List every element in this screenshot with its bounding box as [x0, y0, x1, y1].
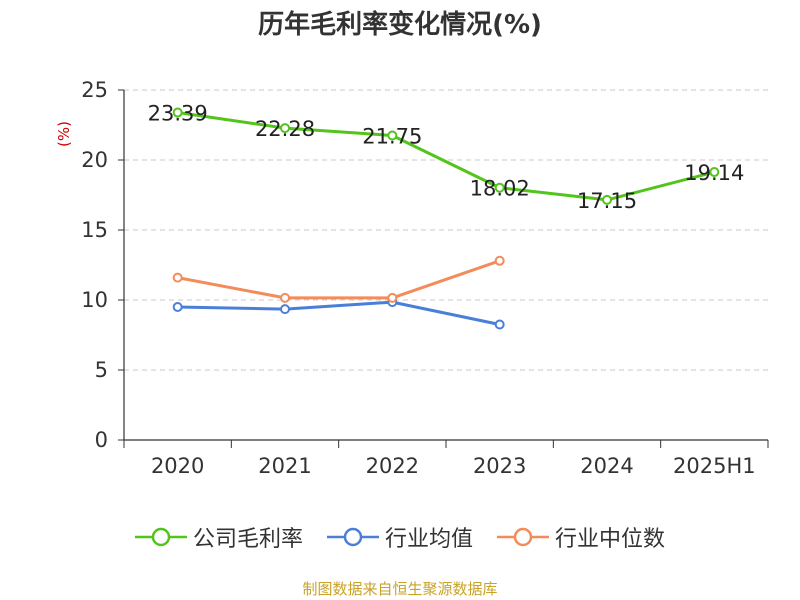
y-tick-label: 5 [95, 358, 108, 382]
data-label: 19.14 [684, 161, 744, 185]
x-tick-label: 2021 [258, 454, 311, 478]
y-tick-label: 10 [81, 288, 108, 312]
chart-title: 历年毛利率变化情况(%) [258, 10, 542, 40]
x-tick-label: 2022 [366, 454, 419, 478]
series-line [177, 111, 715, 202]
x-tick-label: 2023 [473, 454, 526, 478]
data-label: 22.28 [255, 117, 315, 141]
data-point [494, 319, 505, 330]
data-point [172, 272, 183, 283]
y-tick-label: 25 [81, 78, 108, 102]
data-point [280, 123, 290, 134]
data-point [172, 107, 183, 118]
legend-label: 行业中位数 [555, 527, 666, 552]
data-point [602, 194, 612, 205]
legend-marker-icon [326, 527, 379, 547]
data-point [172, 302, 183, 312]
data-label: 17.15 [577, 189, 637, 213]
x-tick-label: 2024 [580, 454, 633, 478]
legend-item-company-margin[interactable]: 公司毛利率 [134, 521, 303, 553]
y-tick-label: 15 [81, 218, 108, 242]
data-point [387, 292, 398, 303]
data-label: 18.02 [470, 177, 530, 201]
data-point [387, 130, 398, 141]
x-tick-label: 2020 [151, 454, 204, 478]
series-line [177, 259, 501, 300]
legend-label: 行业均值 [384, 527, 473, 552]
chart-legend: 公司毛利率 行业均值 行业中位数 [0, 520, 800, 554]
y-tick-label: 0 [95, 428, 108, 452]
data-point [494, 182, 505, 193]
data-point [280, 304, 290, 315]
legend-label: 公司毛利率 [192, 527, 303, 552]
data-point [494, 255, 505, 266]
data-source-note: 制图数据来自恒生聚源数据库 [302, 580, 498, 598]
data-label: 21.75 [362, 125, 422, 149]
data-point [709, 167, 720, 178]
y-tick-label: 20 [81, 148, 108, 172]
legend-marker-icon [134, 527, 187, 547]
data-label: 23.39 [148, 102, 208, 126]
data-point [280, 292, 290, 303]
legend-item-industry-median[interactable]: 行业中位数 [497, 521, 665, 553]
legend-marker-icon [497, 527, 549, 547]
legend-item-industry-average[interactable]: 行业均值 [326, 521, 473, 553]
x-tick-label: 2025H1 [673, 454, 756, 478]
series-line [177, 300, 500, 326]
